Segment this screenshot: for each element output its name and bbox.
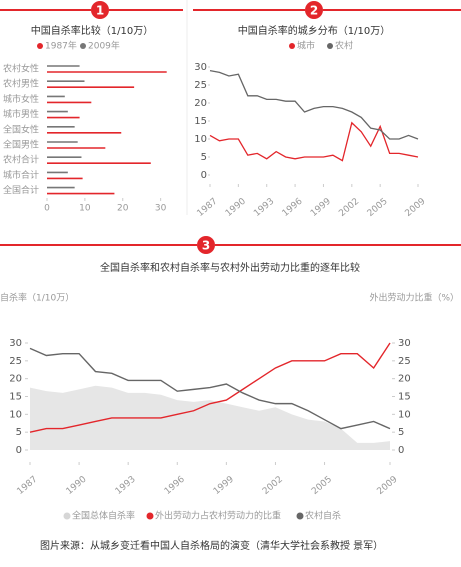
x-tick-label: 2002 [337, 197, 361, 219]
x-tick-label: 1996 [281, 196, 305, 219]
y-tick-label: 5 [201, 152, 207, 163]
legend-label: 城市 [297, 40, 315, 52]
x-tick-label: 1999 [212, 474, 236, 497]
category-label: 农村男性 [3, 78, 39, 90]
series-line [209, 121, 419, 162]
chart-title: 中国自杀率的城乡分布（1/10万） [238, 24, 390, 37]
x-tick-label: 1996 [163, 474, 187, 497]
y-tick-label: 25 [9, 356, 22, 367]
chart-title: 中国自杀率比较（1/10万） [31, 24, 153, 37]
series-area [30, 385, 390, 450]
y2-tick-label: 15 [398, 392, 411, 403]
legend-label: 2009年 [88, 40, 120, 52]
x-tick-label: 1993 [114, 475, 138, 497]
legend-label: 全国总体自杀率 [72, 510, 135, 522]
y2-tick-label: 20 [398, 374, 411, 385]
category-label: 全国男性 [3, 139, 39, 151]
legend-label: 外出劳动力占农村劳动力的比重 [155, 510, 281, 522]
y2-tick-label: 25 [398, 356, 411, 367]
badge-circle [305, 1, 323, 19]
legend-swatch [296, 512, 304, 520]
y-axis-label: 自杀率（1/10万） [0, 292, 74, 304]
series-line [29, 347, 391, 430]
x-tick-label: 2009 [376, 474, 400, 497]
series-line [209, 69, 419, 140]
x-tick-label: 1993 [252, 197, 276, 219]
y-tick-label: 5 [16, 427, 22, 438]
y2-tick-label: 0 [398, 445, 404, 456]
x-tick-label: 1999 [309, 196, 333, 219]
y-tick-label: 20 [194, 98, 207, 109]
x-tick-label: 0 [44, 204, 50, 214]
y-tick-label: 10 [9, 409, 22, 420]
y-tick-label: 15 [194, 116, 207, 127]
legend-label: 农村 [335, 40, 353, 52]
legend-swatch [289, 43, 295, 49]
category-label: 城市女性 [3, 93, 39, 105]
y-tick-label: 10 [194, 134, 207, 145]
y2-axis-label: 外出劳动力比重（%） [369, 292, 459, 304]
y-tick-label: 0 [201, 170, 207, 181]
badge-number: 3 [202, 239, 210, 253]
y-tick-label: 0 [16, 445, 22, 456]
source: 图片来源：从城乡变迁看中国人自杀格局的演变（清华大学社会系教授 景军） [40, 539, 383, 552]
legend-swatch [146, 512, 154, 520]
legend-swatch [80, 43, 86, 49]
legend-swatch [63, 512, 71, 520]
y-tick-label: 25 [194, 80, 207, 91]
x-tick-label: 1990 [224, 196, 248, 219]
badge-number: 2 [310, 4, 318, 18]
y-tick-label: 30 [194, 62, 207, 73]
y-tick-label: 20 [9, 374, 22, 385]
y2-tick-label: 10 [398, 409, 411, 420]
y2-tick-label: 5 [398, 427, 404, 438]
x-tick-label: 10 [79, 204, 91, 214]
category-label: 城市合计 [3, 169, 39, 181]
x-tick-label: 2005 [310, 475, 334, 497]
category-label: 全国女性 [3, 123, 39, 135]
category-label: 全国合计 [3, 184, 39, 196]
x-tick-label: 2005 [366, 197, 390, 219]
category-label: 城市男性 [3, 108, 39, 120]
x-tick-label: 20 [117, 204, 129, 214]
badge-circle [91, 1, 109, 19]
x-tick-label: 2009 [404, 196, 428, 219]
legend-swatch [327, 43, 333, 49]
series-line [29, 342, 391, 433]
chart-title: 全国自杀率和农村自杀率与农村外出劳动力比重的逐年比较 [100, 261, 360, 274]
badge-number: 1 [96, 4, 104, 18]
x-tick-label: 1990 [65, 474, 89, 497]
legend-label: 农村自杀 [305, 510, 341, 522]
x-tick-label: 1987 [16, 475, 40, 497]
x-tick-label: 2002 [261, 475, 285, 497]
legend-label: 1987年 [45, 40, 77, 52]
y-tick-label: 30 [9, 338, 22, 349]
y-tick-label: 15 [9, 392, 22, 403]
category-label: 农村女性 [3, 63, 39, 75]
legend-swatch [37, 43, 43, 49]
x-tick-label: 1987 [196, 197, 220, 219]
x-tick-label: 30 [155, 204, 167, 214]
badge-circle [197, 236, 215, 254]
y2-tick-label: 30 [398, 338, 411, 349]
category-label: 农村合计 [3, 154, 39, 166]
